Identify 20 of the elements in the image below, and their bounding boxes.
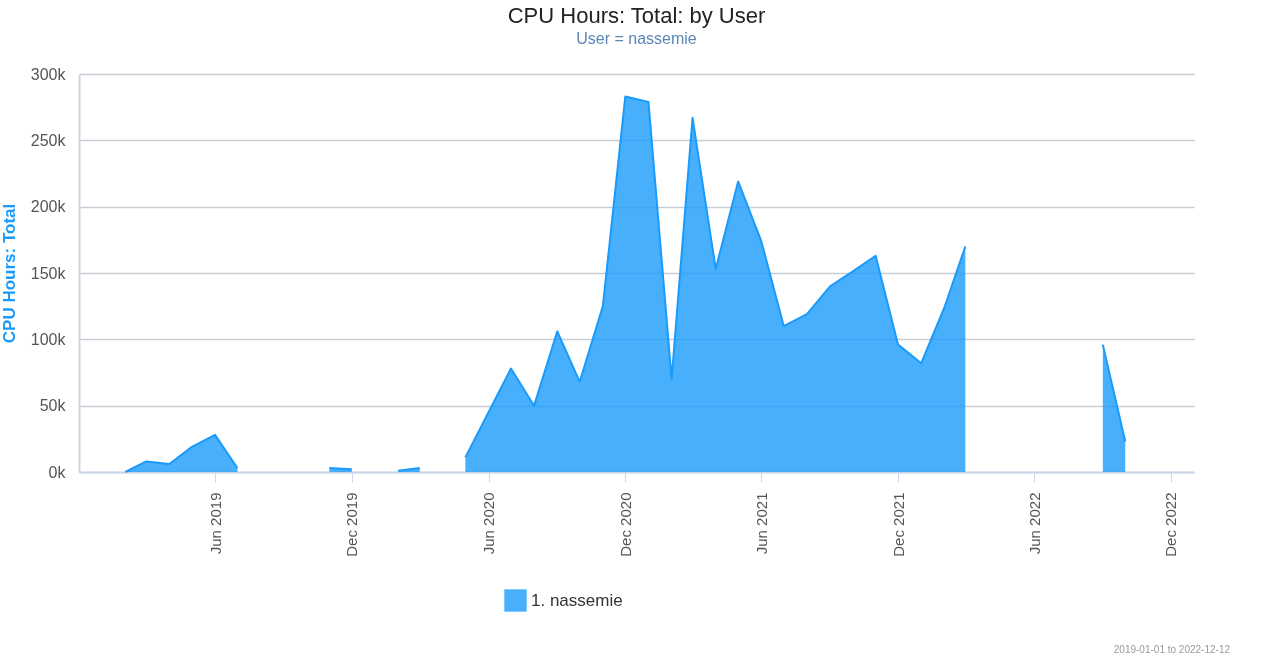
x-tick-label: Jun 2020 bbox=[480, 492, 498, 555]
x-tick-label: Dec 2020 bbox=[616, 492, 634, 557]
y-tick-label: 250k bbox=[30, 131, 67, 149]
x-tick-label: Jun 2019 bbox=[206, 492, 224, 555]
chart-title: CPU Hours: Total: by User bbox=[507, 3, 766, 28]
x-tick-label: Jun 2022 bbox=[1025, 492, 1043, 555]
legend-label: 1. nassemie bbox=[531, 590, 623, 610]
y-tick-label: 0k bbox=[48, 463, 67, 481]
y-tick-label: 100k bbox=[30, 330, 67, 348]
text: 2019-01-01 to 2022-12-12 bbox=[1113, 644, 1230, 655]
x-tick-label: Dec 2021 bbox=[889, 492, 907, 557]
x-tick-label: Dec 2019 bbox=[343, 492, 361, 557]
y-tick-label: 150k bbox=[30, 264, 67, 282]
y-axis-title: CPU Hours: Total bbox=[0, 203, 19, 344]
x-tick-label: Jun 2021 bbox=[752, 492, 770, 555]
y-tick-label: 300k bbox=[30, 65, 67, 83]
y-tick-label: 50k bbox=[39, 397, 67, 415]
chart-subtitle: User = nassemie bbox=[576, 30, 697, 47]
x-tick-label: Dec 2022 bbox=[1162, 492, 1180, 557]
y-tick-label: 200k bbox=[30, 198, 67, 216]
